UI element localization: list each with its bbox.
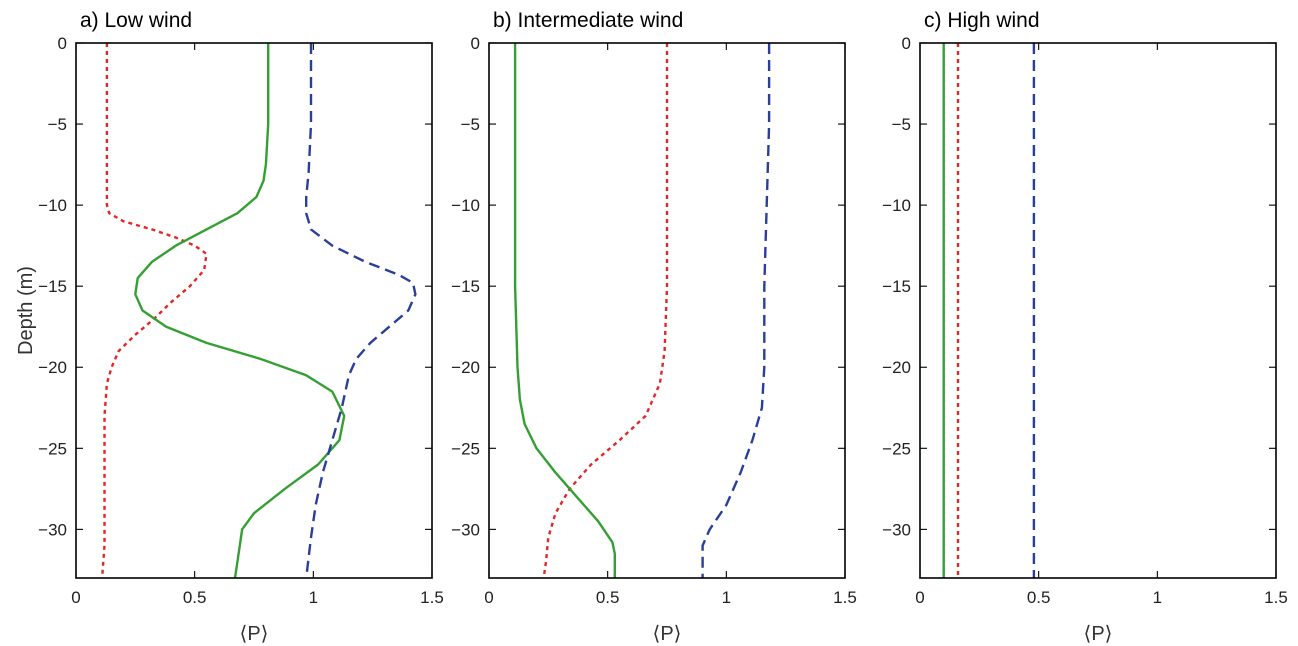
- panel-2: 0 0.5 1 1.5 0 −5 −10 −15 −20 −25 −30 b) Intermediat…: [451, 9, 857, 645]
- y-tick-label: 0: [471, 34, 480, 53]
- x-tick-label: 1: [722, 588, 731, 607]
- x-tick-label: 0.5: [596, 588, 620, 607]
- panel-title: b) Intermediate wind: [493, 9, 683, 32]
- x-tick-label: 0: [915, 588, 924, 607]
- x-tick-label: 1: [309, 588, 318, 607]
- y-tick-label: 0: [902, 34, 911, 53]
- y-tick-label: −30: [882, 520, 911, 539]
- y-tick-label: −15: [451, 277, 480, 296]
- plot-frame: [75, 42, 433, 579]
- series-line-2-3: [701, 43, 771, 578]
- y-tick-label: −25: [451, 439, 480, 458]
- y-tick-label: −30: [38, 520, 67, 539]
- series-line-2-1: [542, 43, 669, 578]
- x-tick-label: 0.5: [183, 588, 207, 607]
- y-tick-label: −10: [38, 196, 67, 215]
- y-tick-label: −5: [461, 115, 480, 134]
- x-tick-label: 1.5: [1264, 588, 1288, 607]
- y-tick-label: −30: [451, 520, 480, 539]
- series-line-1-1: [100, 43, 208, 578]
- series-line-1-2: [134, 43, 346, 578]
- x-tick-label: 0.5: [1027, 588, 1051, 607]
- x-axis-label: ⟨P⟩: [653, 623, 682, 645]
- y-tick-label: −5: [892, 115, 911, 134]
- plot-frame: [919, 42, 1277, 579]
- y-tick-label: −15: [882, 277, 911, 296]
- y-tick-label: −10: [882, 196, 911, 215]
- y-tick-label: −20: [451, 358, 480, 377]
- y-tick-label: −25: [38, 439, 67, 458]
- panel-title: a) Low wind: [80, 9, 192, 32]
- x-axis-label: ⟨P⟩: [1084, 623, 1113, 645]
- y-tick-label: −25: [882, 439, 911, 458]
- panel-title: c) High wind: [924, 9, 1040, 32]
- y-tick-label: −20: [882, 358, 911, 377]
- panel-1: 0 0.5 1 1.5 0 −5 −10 −15 −20 −25 −30 a) Low wind ⟨P⟩…: [15, 9, 444, 645]
- series-line-2-2: [513, 43, 616, 578]
- x-axis-label: ⟨P⟩: [240, 623, 269, 645]
- y-tick-label: −10: [451, 196, 480, 215]
- x-tick-label: 1.5: [833, 588, 857, 607]
- series-line-1-3: [305, 43, 417, 578]
- x-tick-label: 0: [484, 588, 493, 607]
- x-tick-label: 1.5: [420, 588, 444, 607]
- panel-3: 0 0.5 1 1.5 0 −5 −10 −15 −20 −25 −30 c) High wind ⟨P…: [882, 9, 1288, 645]
- y-tick-label: −5: [48, 115, 67, 134]
- y-tick-label: −15: [38, 277, 67, 296]
- y-tick-label: 0: [58, 34, 67, 53]
- x-tick-label: 1: [1153, 588, 1162, 607]
- x-tick-label: 0: [71, 588, 80, 607]
- y-axis-label: Depth (m): [15, 266, 37, 355]
- plot-frame: [488, 42, 846, 579]
- y-tick-label: −20: [38, 358, 67, 377]
